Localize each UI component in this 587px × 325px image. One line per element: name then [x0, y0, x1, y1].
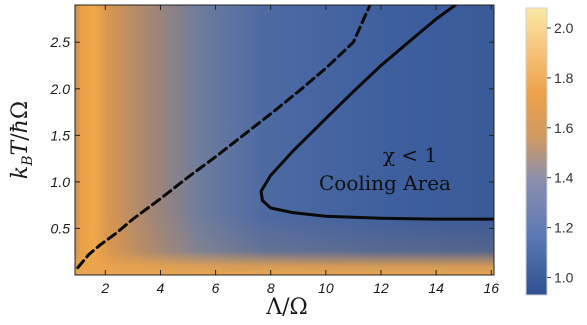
- cooling-boundary-curve: [259, 5, 494, 221]
- annotation-chi: χ < 1: [383, 143, 437, 167]
- plot-frame: [74, 4, 495, 276]
- colorbar-tick-label: 1.4: [554, 170, 574, 186]
- colorbar-tick-label: 1.8: [554, 70, 574, 86]
- x-tick-label: 4: [157, 280, 165, 296]
- x-tick-label: 12: [373, 280, 389, 296]
- dashed-boundary-curve: [76, 5, 372, 270]
- y-tick-label: 0.5: [51, 220, 71, 236]
- colorbar-tick-label: 1.2: [554, 220, 574, 236]
- colorbar-tick-label: 1.6: [554, 120, 574, 136]
- x-tick-label: 14: [428, 280, 444, 296]
- x-axis-label: Λ/Ω: [265, 295, 308, 320]
- x-tick-label: 8: [267, 280, 275, 296]
- heatmap-area: [75, 5, 494, 275]
- annotation-cooling-area: Cooling Area: [319, 171, 451, 195]
- heatmap-bottom-band: [75, 215, 494, 275]
- y-tick-label: 2.5: [50, 34, 71, 50]
- y-tick-label: 2.0: [50, 81, 71, 97]
- x-tick-label: 10: [318, 280, 334, 296]
- x-tick-label: 16: [483, 280, 499, 296]
- x-tick-label: 6: [212, 280, 220, 296]
- y-axis-ticks: 0.5 1.0 1.5 2.0 2.5: [50, 34, 494, 236]
- colorbar: [525, 7, 548, 296]
- y-axis-label: kBT/ħΩ: [8, 101, 36, 179]
- colorbar-tick-label: 2.0: [554, 20, 574, 36]
- curve-group: [76, 5, 494, 270]
- colorbar-tick-label: 1.0: [554, 270, 574, 286]
- y-tick-label: 1.5: [51, 127, 71, 143]
- colorbar-ticks: 1.0 1.2 1.4 1.6 1.8 2.0: [547, 20, 574, 286]
- y-tick-label: 1.0: [51, 174, 71, 190]
- x-tick-label: 2: [100, 280, 109, 296]
- x-axis-ticks: 2 4 6 8 10 12 14 16: [100, 5, 499, 296]
